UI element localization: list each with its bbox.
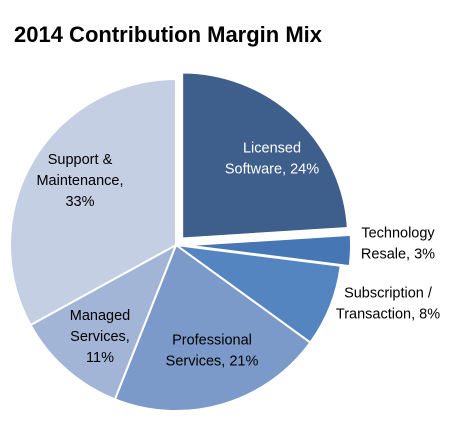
slice-label-line: Managed bbox=[70, 308, 130, 324]
slice-label-line: Support & bbox=[48, 152, 113, 168]
slice-label-line: Technology bbox=[361, 226, 435, 242]
pie-slice-professional-services bbox=[113, 243, 312, 412]
slice-label-technology-resale: Technology Resale, 3% bbox=[361, 226, 436, 263]
slice-label-line: Software, 24% bbox=[225, 162, 319, 178]
slice-label-line: Transaction, 8% bbox=[336, 307, 440, 323]
slice-label-support-maintenance: Support & Maintenance, 33% bbox=[36, 152, 123, 210]
pie-slice-managed-services bbox=[29, 242, 178, 401]
slice-label-licensed-software: Licensed Software, 24% bbox=[225, 141, 319, 178]
pie-slice-support-maintenance bbox=[9, 77, 177, 327]
pie-slice-licensed-software bbox=[181, 71, 349, 240]
slice-label-line: 33% bbox=[65, 194, 94, 210]
slice-label-line: 11% bbox=[86, 350, 114, 366]
slice-label-line: Licensed bbox=[243, 141, 301, 157]
slice-label-subscription-transaction: Subscription / Transaction, 8% bbox=[336, 286, 440, 323]
slice-label-line: Services, bbox=[70, 329, 130, 345]
slice-label-line: Professional bbox=[172, 333, 252, 349]
chart-title: 2014 Contribution Margin Mix bbox=[14, 22, 323, 47]
slice-label-line: Maintenance, bbox=[36, 173, 123, 189]
pie-slice-technology-resale bbox=[184, 233, 352, 268]
slice-label-line: Services, 21% bbox=[166, 354, 259, 370]
slice-label-managed-services: Managed Services, 11% bbox=[70, 308, 130, 366]
slice-label-line: Resale, 3% bbox=[361, 247, 435, 263]
slice-label-line: Subscription / bbox=[344, 286, 433, 302]
slice-label-professional-services: Professional Services, 21% bbox=[166, 333, 259, 370]
